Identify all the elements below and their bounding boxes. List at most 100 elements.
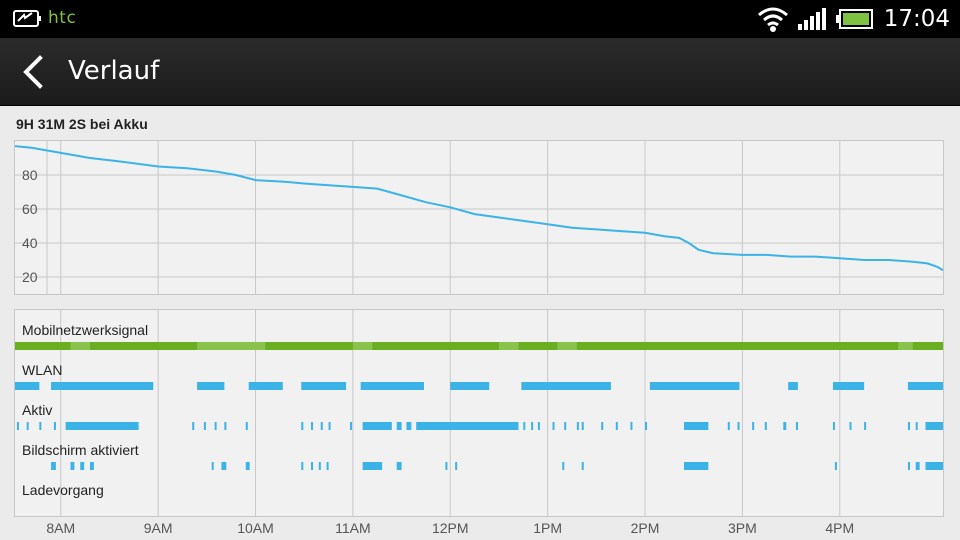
- htc-logo-icon: [13, 10, 41, 27]
- wlan-segment: [15, 382, 40, 390]
- activity-segment: [531, 422, 534, 430]
- activity-segment: [907, 462, 910, 470]
- activity-segment: [564, 422, 567, 430]
- activity-segment: [362, 462, 383, 470]
- y-tick-label: 40: [22, 235, 38, 251]
- activity-segment: [445, 462, 448, 470]
- activity-segment: [727, 422, 730, 430]
- x-tick-label: 2PM: [630, 520, 660, 536]
- activity-segment: [915, 462, 920, 470]
- wlan-segment: [521, 382, 611, 390]
- activity-segment: [455, 462, 458, 470]
- x-tick-label: 12PM: [431, 520, 469, 536]
- activity-segment: [26, 422, 29, 430]
- activity-segment: [601, 422, 604, 430]
- x-tick-label: 9AM: [143, 520, 173, 536]
- x-tick-label: 8AM: [46, 520, 76, 536]
- mobile-signal-weak-segment: [197, 342, 266, 350]
- activity-segment: [245, 422, 248, 430]
- row-label-mobile-signal: Mobilnetzwerksignal: [22, 322, 149, 338]
- activity-segment: [849, 422, 852, 430]
- activity-panel: Mobilnetzwerksignal WLAN Aktiv Bildschir…: [14, 309, 944, 517]
- activity-segment: [320, 422, 323, 430]
- status-left: htc: [12, 7, 76, 29]
- activity-segment: [39, 422, 42, 430]
- activity-segment: [311, 462, 314, 470]
- x-tick-label: 1PM: [533, 520, 563, 536]
- wlan-segment: [450, 382, 490, 390]
- battery-icon: [835, 9, 873, 29]
- activity-segment: [396, 422, 402, 430]
- activity-segment: [576, 422, 579, 430]
- activity-segment: [328, 422, 331, 430]
- activity-segment: [70, 462, 75, 470]
- wlan-segment: [248, 382, 283, 390]
- cellular-signal-icon: [797, 8, 826, 30]
- activity-segment: [51, 462, 56, 470]
- wlan-segment: [51, 382, 154, 390]
- mobile-signal-weak-segment: [898, 342, 913, 350]
- battery-chart-svg: 80 60 40 20: [15, 141, 943, 294]
- battery-summary: 9H 31M 2S bei Akku: [16, 116, 148, 132]
- y-tick-label: 80: [22, 167, 38, 183]
- activity-segment: [737, 422, 740, 430]
- row-label-active: Aktiv: [22, 402, 53, 418]
- activity-segment: [192, 422, 195, 430]
- status-bar: htc 17:04: [0, 0, 960, 38]
- activity-segment: [615, 422, 618, 430]
- activity-segment: [523, 422, 526, 430]
- activity-segment: [552, 422, 555, 430]
- activity-segment: [245, 462, 250, 470]
- row-label-screen-on: Bildschirm aktiviert: [22, 442, 139, 458]
- activity-segment: [65, 422, 139, 430]
- mobile-signal-weak-segment: [498, 342, 519, 350]
- wlan-segment: [907, 382, 943, 390]
- activity-segment: [864, 422, 867, 430]
- chevron-left-icon: [23, 55, 43, 89]
- activity-segment: [832, 422, 835, 430]
- activity-segment: [326, 462, 329, 470]
- status-time: 17:04: [883, 6, 950, 32]
- activity-segment: [89, 462, 94, 470]
- activity-segment: [203, 422, 206, 430]
- mobile-signal-weak-segment: [557, 342, 577, 350]
- activity-segment: [80, 462, 85, 470]
- wlan-segment: [649, 382, 740, 390]
- x-tick-label: 10AM: [237, 520, 274, 536]
- activity-segment: [683, 462, 709, 470]
- activity-segment: [834, 462, 837, 470]
- back-button[interactable]: [14, 52, 54, 92]
- wlan-segment: [788, 382, 798, 390]
- activity-segment: [915, 422, 918, 430]
- activity-segment: [907, 422, 910, 430]
- activity-chart-svg: [15, 310, 943, 516]
- wifi-icon: [757, 7, 788, 32]
- activity-segment: [311, 422, 314, 430]
- activity-segment: [537, 422, 540, 430]
- wlan-segment: [832, 382, 865, 390]
- activity-segment: [214, 422, 217, 430]
- y-tick-label: 20: [22, 269, 38, 285]
- activity-segment: [925, 462, 943, 470]
- x-tick-label: 11AM: [335, 520, 371, 536]
- activity-segment: [795, 422, 798, 430]
- activity-segment: [645, 422, 648, 430]
- activity-segment: [301, 422, 304, 430]
- activity-segment: [764, 422, 767, 430]
- activity-segment: [581, 462, 584, 470]
- x-tick-label: 4PM: [825, 520, 855, 536]
- activity-segment: [16, 422, 19, 430]
- mobile-signal-bar: [15, 342, 943, 350]
- activity-segment: [562, 462, 565, 470]
- x-tick-label: 3PM: [727, 520, 757, 536]
- activity-segment: [396, 462, 402, 470]
- activity-segment: [406, 422, 412, 430]
- mobile-signal-weak-segment: [352, 342, 373, 350]
- activity-segment: [301, 462, 304, 470]
- wlan-segment: [197, 382, 225, 390]
- battery-chart: 80 60 40 20: [14, 140, 944, 295]
- mobile-signal-weak-segment: [70, 342, 90, 350]
- activity-segment: [752, 422, 755, 430]
- wlan-segment: [360, 382, 424, 390]
- activity-segment: [630, 422, 633, 430]
